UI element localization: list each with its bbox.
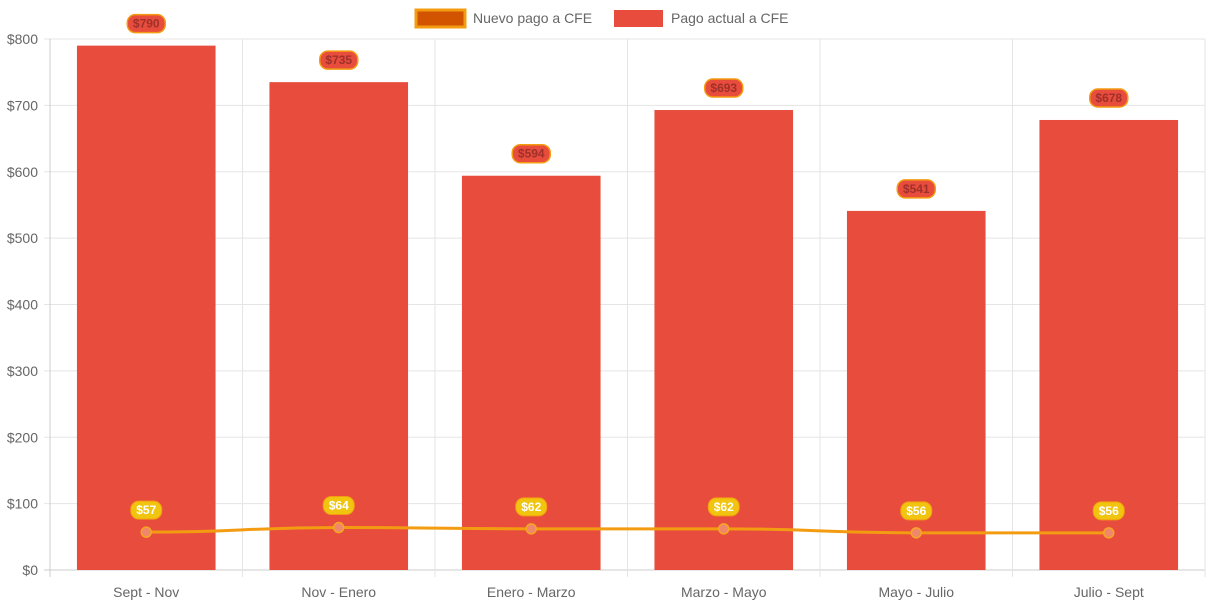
bar-label-badge <box>319 50 359 70</box>
line-label-badge <box>322 496 355 516</box>
bar-label-badge <box>896 179 936 199</box>
line-data-label: $56 <box>1099 504 1119 518</box>
bar-data-label: $541 <box>903 182 930 196</box>
legend-label-pago-actual: Pago actual a CFE <box>671 10 789 26</box>
line-point[interactable] <box>910 527 922 539</box>
line-point[interactable] <box>333 521 345 534</box>
y-tick-label: $800 <box>7 31 38 47</box>
bar-label-badge <box>126 13 166 34</box>
x-tick-label: Enero - Marzo <box>487 584 576 600</box>
line-label-badge <box>515 497 548 517</box>
bar-label-badge <box>704 78 744 98</box>
bar-data-label: $735 <box>325 53 352 67</box>
line-data-label: $64 <box>329 499 349 513</box>
line-point[interactable] <box>140 526 152 538</box>
x-tick-label: Nov - Enero <box>301 584 376 600</box>
line-label-badge <box>130 500 163 520</box>
y-tick-label: $400 <box>7 297 38 313</box>
legend-swatch-pago-actual <box>614 10 663 27</box>
x-tick-label: Marzo - Mayo <box>681 584 767 600</box>
bar-label-badge <box>1089 88 1129 108</box>
grid <box>44 38 1206 577</box>
bar[interactable] <box>654 110 794 571</box>
axes: $0 $100 $200 $300 $400 $500 $600 $700 $800 Sept -… <box>7 31 1144 600</box>
data-labels: $790 $735 $594 $693 $541 $678 $57 $64 $62 $62 $56 $… <box>126 13 1129 521</box>
bar-data-label: $678 <box>1095 91 1122 105</box>
line-data-label: $62 <box>521 500 541 514</box>
bar[interactable] <box>1039 119 1179 570</box>
line-label-badge <box>707 497 740 517</box>
line-point[interactable] <box>1103 527 1115 539</box>
legend[interactable]: Nuevo pago a CFE Pago actual a CFE <box>414 8 789 29</box>
y-tick-label: $700 <box>7 97 38 113</box>
line-point[interactable] <box>525 523 537 535</box>
bar-label-badge <box>511 143 551 164</box>
bar[interactable] <box>269 82 409 571</box>
x-tick-label: Sept - Nov <box>113 584 179 600</box>
line-label-badge <box>900 501 933 521</box>
y-tick-label: $200 <box>7 429 38 445</box>
x-tick-label: Julio - Sept <box>1074 584 1144 600</box>
line-data-label: $62 <box>714 500 734 514</box>
y-tick-label: $300 <box>7 363 38 379</box>
y-tick-label: $100 <box>7 496 38 512</box>
bar-data-label: $693 <box>710 81 737 95</box>
bar-series <box>76 45 1179 571</box>
x-tick-label: Mayo - Julio <box>879 584 955 600</box>
line-point[interactable] <box>718 523 730 535</box>
legend-item-nuevo-pago[interactable]: Nuevo pago a CFE <box>414 8 592 29</box>
bar-data-label: $594 <box>518 147 545 161</box>
bar[interactable] <box>76 45 216 570</box>
line-data-label: $57 <box>136 503 156 517</box>
y-tick-label: $500 <box>7 230 38 246</box>
legend-label-nuevo-pago: Nuevo pago a CFE <box>473 10 592 26</box>
series-line <box>146 526 1109 535</box>
y-tick-label: $0 <box>22 562 38 578</box>
line-series <box>140 521 1115 539</box>
bar-data-label: $790 <box>133 17 160 31</box>
line-label-badge <box>1092 501 1125 521</box>
legend-swatch-nuevo-pago <box>414 8 467 29</box>
line-data-label: $56 <box>906 504 926 518</box>
y-tick-label: $600 <box>7 164 38 180</box>
legend-item-pago-actual[interactable]: Pago actual a CFE <box>614 10 789 27</box>
